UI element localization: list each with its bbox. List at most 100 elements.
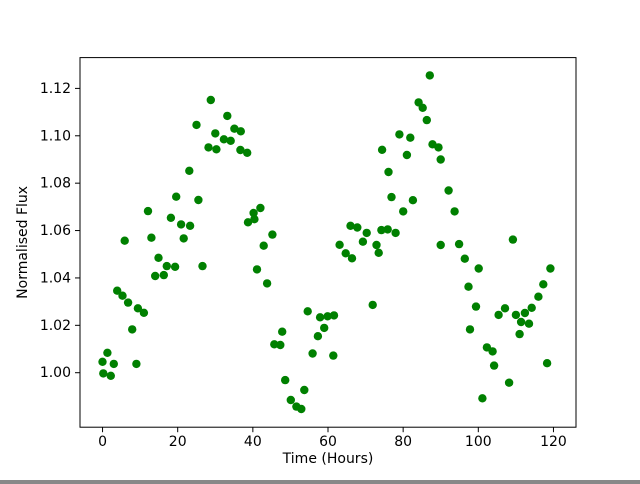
data-point bbox=[516, 317, 526, 327]
data-point bbox=[346, 221, 355, 230]
data-point bbox=[546, 264, 555, 273]
plot-area bbox=[80, 57, 576, 428]
data-point bbox=[362, 228, 371, 238]
data-point bbox=[159, 270, 168, 280]
data-point bbox=[303, 307, 312, 316]
data-point bbox=[436, 240, 445, 250]
data-point bbox=[465, 325, 475, 334]
data-point bbox=[249, 208, 258, 218]
data-point bbox=[268, 230, 277, 239]
data-point bbox=[185, 221, 195, 230]
data-point bbox=[341, 249, 350, 258]
data-point bbox=[478, 394, 487, 403]
data-point bbox=[204, 143, 213, 152]
data-point bbox=[192, 120, 201, 130]
data-point bbox=[377, 145, 387, 154]
data-point bbox=[315, 313, 325, 322]
data-point bbox=[444, 186, 453, 195]
x-tick-label: 40 bbox=[244, 434, 262, 450]
x-tick-label: 80 bbox=[394, 434, 412, 450]
data-points bbox=[98, 71, 555, 414]
data-point bbox=[252, 265, 262, 274]
x-axis-label: Time (Hours) bbox=[282, 451, 374, 467]
data-point bbox=[308, 349, 317, 358]
data-point bbox=[374, 248, 383, 257]
data-point bbox=[347, 254, 357, 263]
x-tick-label: 120 bbox=[540, 434, 567, 450]
data-point bbox=[98, 357, 107, 366]
data-point bbox=[323, 312, 332, 321]
data-point bbox=[176, 220, 186, 229]
data-point bbox=[399, 207, 408, 216]
data-point bbox=[219, 135, 229, 144]
x-tick-label: 60 bbox=[319, 434, 337, 450]
data-point bbox=[527, 303, 536, 312]
data-point bbox=[402, 150, 412, 160]
data-point bbox=[511, 310, 521, 320]
data-point bbox=[151, 271, 160, 281]
data-point bbox=[329, 351, 338, 360]
data-point bbox=[179, 234, 188, 243]
data-point bbox=[300, 385, 309, 395]
data-point bbox=[243, 148, 252, 157]
axis-tick-labels: 0 20 40 60 80 100 120 1.00 1.02 1.04 1.06 1.08 1.10 1… bbox=[40, 81, 567, 450]
data-point bbox=[206, 95, 215, 105]
data-point bbox=[162, 261, 171, 271]
data-point bbox=[383, 225, 392, 234]
axis-ticks bbox=[75, 87, 554, 433]
data-point bbox=[172, 192, 181, 201]
data-point bbox=[515, 329, 524, 339]
data-point bbox=[198, 261, 207, 271]
data-point bbox=[99, 369, 108, 378]
data-point bbox=[143, 206, 153, 216]
data-point bbox=[474, 264, 483, 273]
data-point bbox=[406, 133, 415, 142]
data-point bbox=[422, 115, 431, 125]
data-point bbox=[106, 371, 116, 380]
data-point bbox=[103, 348, 112, 357]
data-point bbox=[297, 404, 306, 414]
data-point bbox=[534, 292, 543, 301]
y-axis-label: Normalised Flux bbox=[15, 186, 31, 299]
y-tick-label: 1.12 bbox=[40, 81, 71, 97]
data-point bbox=[434, 143, 443, 152]
data-point bbox=[185, 166, 194, 175]
data-point bbox=[539, 280, 548, 289]
data-point bbox=[243, 218, 253, 227]
plot-frame bbox=[79, 57, 577, 428]
data-point bbox=[504, 378, 514, 387]
data-point bbox=[488, 347, 497, 356]
data-point bbox=[212, 145, 221, 154]
y-tick-label: 1.06 bbox=[40, 223, 71, 239]
x-tick-label: 0 bbox=[98, 434, 107, 450]
data-point bbox=[211, 129, 220, 138]
data-point bbox=[118, 291, 127, 300]
data-point bbox=[230, 124, 239, 133]
data-point bbox=[123, 298, 133, 307]
data-point bbox=[166, 213, 176, 222]
data-point bbox=[120, 236, 129, 245]
data-point bbox=[236, 127, 245, 136]
data-point bbox=[377, 225, 386, 235]
data-point bbox=[524, 319, 534, 328]
data-point bbox=[147, 233, 156, 242]
data-point bbox=[358, 237, 368, 246]
data-point bbox=[353, 223, 362, 232]
data-point bbox=[368, 300, 377, 310]
y-tick-label: 1.00 bbox=[40, 365, 71, 381]
data-point bbox=[226, 136, 235, 145]
data-point bbox=[460, 254, 469, 263]
data-point bbox=[132, 359, 141, 369]
data-point bbox=[236, 145, 245, 155]
y-tick-label: 1.10 bbox=[40, 128, 71, 144]
data-point bbox=[223, 111, 232, 121]
data-point bbox=[384, 167, 393, 177]
data-point bbox=[170, 262, 180, 271]
data-point bbox=[313, 332, 323, 341]
data-point bbox=[113, 286, 122, 295]
x-tick-label: 100 bbox=[465, 434, 492, 450]
data-point bbox=[520, 308, 530, 318]
data-point bbox=[372, 240, 381, 250]
